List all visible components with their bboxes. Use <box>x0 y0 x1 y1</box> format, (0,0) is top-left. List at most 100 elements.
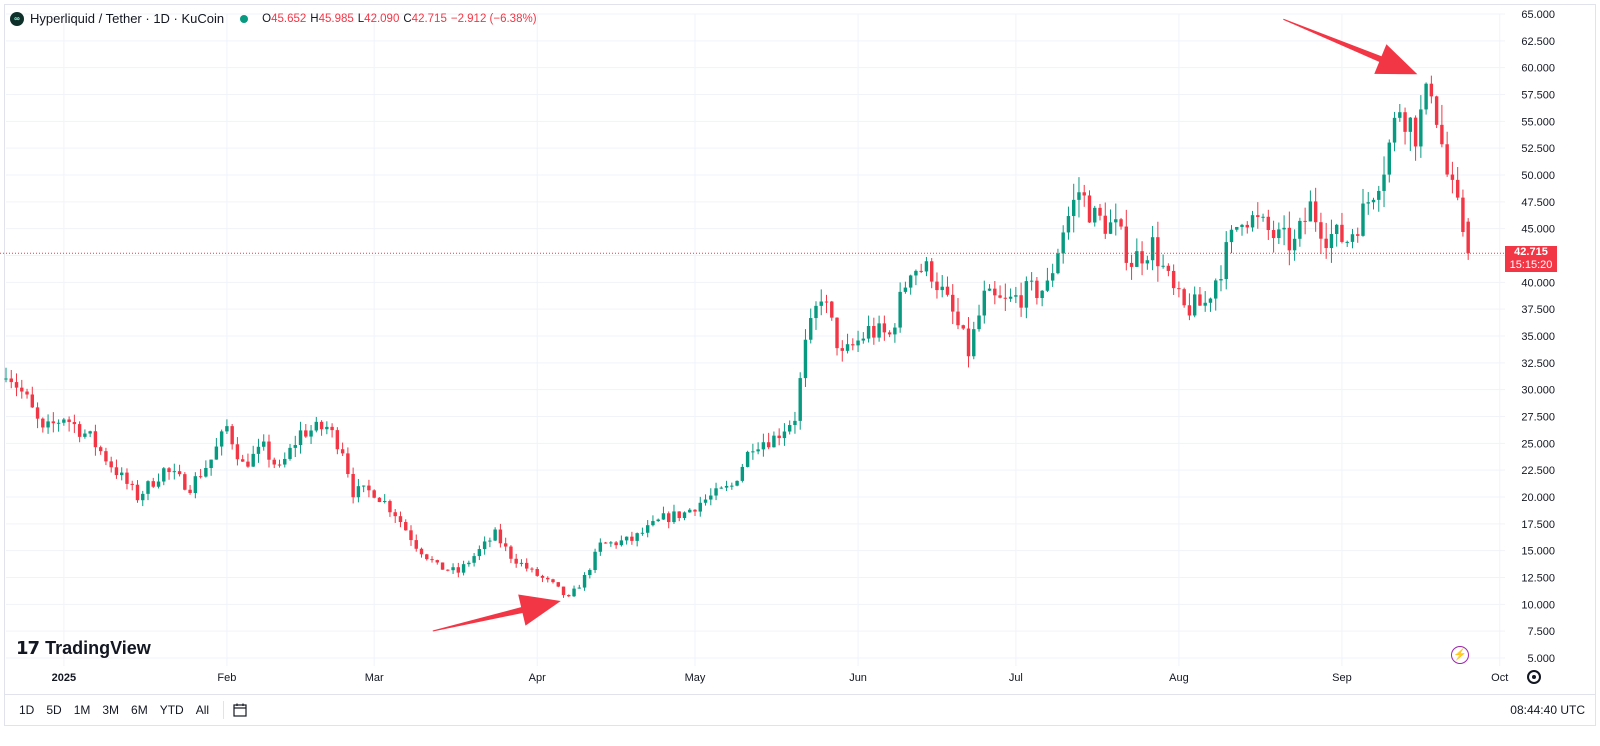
candle-body <box>872 325 876 338</box>
candle-body <box>745 451 750 467</box>
candle-body <box>798 378 802 421</box>
candle-body <box>682 512 687 519</box>
candle-body <box>1098 207 1102 216</box>
candle-body <box>77 424 82 437</box>
candle-body <box>1461 197 1465 232</box>
candle-body <box>356 486 361 498</box>
change-value: −2.912 (−6.38%) <box>450 12 537 25</box>
candle-body <box>688 509 692 513</box>
y-tick-label: 55.000 <box>1521 116 1555 128</box>
candle-body <box>535 569 539 576</box>
candle-body <box>772 435 776 448</box>
market-status-icon[interactable] <box>240 14 249 23</box>
candle-body <box>230 426 234 445</box>
candle-body <box>1029 280 1034 282</box>
candle-body <box>614 542 618 546</box>
utc-clock[interactable]: 08:44:40 UTC <box>1510 703 1585 717</box>
candle-body <box>225 426 229 432</box>
candle-body <box>67 419 71 423</box>
candle-body <box>488 540 492 542</box>
candle-body <box>382 501 387 503</box>
candle-body <box>272 459 276 465</box>
candle-body <box>561 586 566 596</box>
candle-body <box>25 391 29 395</box>
candle-body <box>1366 202 1370 204</box>
candle-body <box>693 509 697 512</box>
candle-body <box>609 542 613 544</box>
candle-body <box>919 270 923 272</box>
candle-body <box>1455 179 1460 198</box>
y-tick-label: 47.500 <box>1521 197 1555 209</box>
candle-body <box>367 485 371 491</box>
candle-body <box>1008 296 1013 299</box>
x-tick-label: Oct <box>1491 672 1508 684</box>
tradingview-mark-icon: 17 <box>16 638 40 659</box>
y-tick-label: 30.000 <box>1521 385 1555 397</box>
grid <box>6 13 1505 666</box>
candle-body <box>509 546 513 559</box>
y-tick-label: 50.000 <box>1521 170 1555 182</box>
candle-body <box>1114 219 1118 223</box>
close-value: 42.715 <box>411 12 447 25</box>
candle-body <box>262 441 266 447</box>
bottom-toolbar: 1D 5D 1M 3M 6M YTD All 08:44:40 UTC <box>5 694 1595 725</box>
timeframe-3m-button[interactable]: 3M <box>102 703 120 717</box>
candle-body <box>9 378 13 383</box>
candle-body <box>898 291 902 328</box>
candle-body <box>667 513 671 523</box>
candle-body <box>530 568 534 570</box>
candle-body <box>1135 251 1139 267</box>
timeframe-6m-button[interactable]: 6M <box>131 703 148 717</box>
x-tick-label: 2025 <box>52 672 76 684</box>
candle-body <box>430 559 434 561</box>
candle-body <box>35 407 40 419</box>
candle-body <box>756 449 760 452</box>
tradingview-logo[interactable]: 17 TradingView <box>16 638 151 659</box>
candle-body <box>141 493 145 501</box>
candle-body <box>56 422 61 424</box>
candle-body <box>572 588 576 597</box>
price-axis[interactable]: 65.000 62.500 60.000 57.500 55.000 52.500 50.0… <box>1521 9 1555 665</box>
candle-body <box>961 325 965 329</box>
candle-body <box>603 542 608 544</box>
symbol-title[interactable]: Hyperliquid / Tether · 1D · KuCoin <box>30 11 225 26</box>
candle-body <box>325 426 329 430</box>
candle-body <box>972 329 976 357</box>
candle-body <box>1140 251 1144 264</box>
arrow-annotation-high <box>1283 18 1418 75</box>
timeframe-1d-button[interactable]: 1D <box>19 703 35 717</box>
timeframe-ytd-button[interactable]: YTD <box>159 703 184 717</box>
candle-body <box>519 562 524 564</box>
candle-body <box>546 577 550 580</box>
candle-body <box>20 387 24 392</box>
candle-body <box>493 529 497 541</box>
settings-icon[interactable] <box>1527 670 1541 684</box>
low-label: L <box>357 12 365 25</box>
candle-body <box>256 446 261 454</box>
current-price-value: 42.715 <box>1514 246 1548 258</box>
candle-body <box>193 476 198 494</box>
y-tick-label: 57.500 <box>1521 90 1555 102</box>
candle-body <box>540 575 545 578</box>
candle-body <box>398 516 403 523</box>
candle-body <box>956 311 960 326</box>
candle-body <box>656 519 660 522</box>
bolt-icon[interactable]: ⚡ <box>1451 646 1469 664</box>
candle-body <box>377 497 382 503</box>
timeframe-1m-button[interactable]: 1M <box>73 703 91 717</box>
candle-body <box>1387 142 1391 175</box>
candle-body <box>851 344 855 346</box>
candle-body <box>567 595 571 597</box>
timeframe-5d-button[interactable]: 5D <box>46 703 62 717</box>
candle-body <box>198 476 203 478</box>
candle-body <box>1177 288 1181 290</box>
candle-body <box>730 485 734 487</box>
candle-body <box>630 536 634 541</box>
calendar-range-icon[interactable] <box>232 702 248 718</box>
candle-body <box>640 532 645 534</box>
time-axis[interactable]: 2025 Feb Mar Apr May Jun Jul Aug Sep Oct <box>52 672 1509 684</box>
timeframe-all-button[interactable]: All <box>195 703 210 717</box>
candle-body <box>477 549 482 557</box>
candle-body <box>830 301 834 318</box>
